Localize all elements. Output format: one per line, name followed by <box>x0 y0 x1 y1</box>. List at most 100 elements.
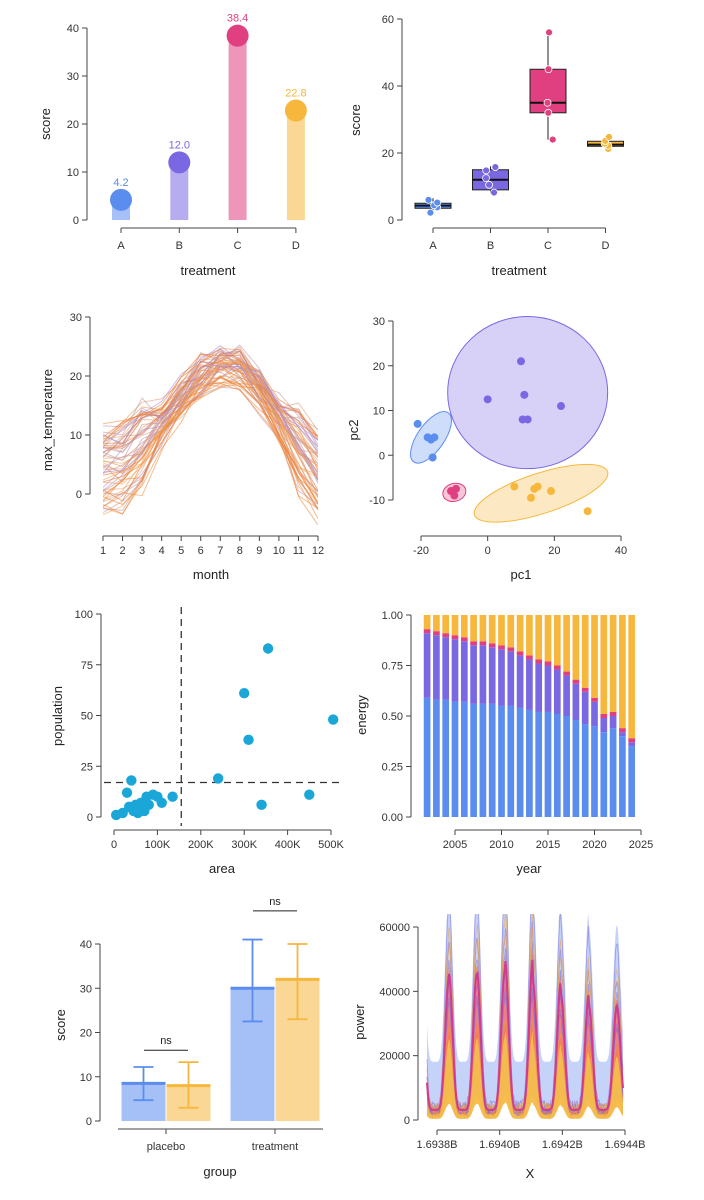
stacked-bar-segment <box>442 637 450 700</box>
lollipop-value-label: 12.0 <box>169 139 190 151</box>
y-axis-title: energy <box>354 695 369 735</box>
y-tick-label: 20 <box>80 1028 92 1040</box>
box-point <box>491 163 500 171</box>
stacked-bar-segment <box>507 647 515 652</box>
x-axis-title: month <box>193 567 229 582</box>
y-tick-label: 30 <box>80 983 92 995</box>
stacked-bar-segment <box>535 615 543 660</box>
ribbon-group <box>426 914 624 1120</box>
stacked-bar-segment <box>516 655 524 708</box>
x-axis: 2005 2010 2015 2020 2025 <box>443 829 653 851</box>
temperature-line <box>103 360 318 454</box>
low-band <box>427 1015 623 1119</box>
box-point <box>433 198 442 207</box>
stacked-bar-segment <box>563 671 570 676</box>
scatter-point <box>262 643 274 654</box>
cluster-ellipse <box>447 316 609 470</box>
stacked-bar-segment <box>619 615 626 729</box>
y-axis-title: population <box>50 686 65 746</box>
stacked-bar-segment <box>423 633 431 698</box>
temperature-line <box>103 350 318 436</box>
stacked-bar-segment <box>451 615 459 636</box>
y-tick-label: 0 <box>73 215 79 227</box>
y-tick-label: 10 <box>373 406 385 418</box>
x-tick-label: 11 <box>293 545 304 557</box>
y-tick-label: 30 <box>70 312 82 324</box>
y-axis-title: max_temperature <box>40 369 55 471</box>
x-tick-label: 2 <box>119 545 125 557</box>
y-tick-label: 10 <box>70 430 82 442</box>
pca-point <box>557 402 565 411</box>
x-tick-label: C <box>234 240 242 252</box>
x-tick-label: B <box>487 240 494 252</box>
stacked-bar-segment <box>451 639 459 702</box>
stacked-bar-segment <box>581 687 589 692</box>
stacked-bar-segment <box>423 697 431 817</box>
scatter-point <box>167 791 178 802</box>
x-axis: 0 100K 200K 300K 400K 500K <box>111 829 345 851</box>
y-axis: 0 10 20 30 40 <box>67 23 88 227</box>
stacked-bar-segment <box>498 645 505 650</box>
lollipop-value-label: 4.2 <box>113 177 128 189</box>
lollipop-point <box>284 99 307 122</box>
x-axis: 1.6938B 1.6940B 1.6942B 1.6944B <box>417 1129 646 1151</box>
y-tick-label: 60000 <box>379 922 410 934</box>
y-tick-label: 20 <box>70 371 82 383</box>
line-series-group <box>103 344 318 526</box>
box-point <box>543 98 552 107</box>
pca-point <box>517 357 525 366</box>
stacked-bar-segment <box>609 716 617 729</box>
y-tick-label: 50 <box>81 711 93 723</box>
stacked-bar-segment <box>470 641 477 646</box>
box-point <box>490 188 498 197</box>
lollipop-bar <box>286 110 305 220</box>
stacked-bar-segment <box>572 720 580 817</box>
stacked-bar-segment <box>470 645 477 704</box>
lollipop-bar <box>170 162 189 220</box>
significance-label: ns <box>160 1035 172 1047</box>
y-tick-label: 60 <box>382 14 394 26</box>
stacked-bar-segment <box>628 738 636 743</box>
x-tick-label: B <box>176 240 183 252</box>
box-point <box>485 180 494 189</box>
lollipop-value-label: 22.8 <box>285 88 306 100</box>
stacked-bar-segment <box>553 665 561 670</box>
stacked-bar-segment <box>553 615 561 666</box>
x-tick-label: 40 <box>615 545 627 557</box>
scatter-point <box>256 799 267 811</box>
stacked-bar-segment <box>553 669 561 714</box>
y-tick-label: -10 <box>369 495 385 507</box>
y-tick-label: 0.50 <box>382 711 403 723</box>
stacked-bar-segment <box>600 732 608 817</box>
stacked-bar-segment <box>609 615 617 712</box>
x-tick-label: A <box>117 240 125 252</box>
pca-point <box>413 419 422 428</box>
x-axis-title: pc1 <box>511 567 532 582</box>
y-tick-label: 20 <box>382 148 394 160</box>
pca-point <box>518 415 527 424</box>
y-tick-label: 25 <box>81 761 93 773</box>
box-point <box>548 135 557 144</box>
stacked-bar-segment <box>433 699 440 817</box>
y-tick-label: 40000 <box>379 986 410 998</box>
x-tick-label: 7 <box>217 545 223 557</box>
y-axis: 0 10 20 30 40 <box>80 939 101 1128</box>
stacked-bar-segment <box>544 711 552 817</box>
stacked-bar-segment <box>479 703 487 817</box>
stacked-bar-segment <box>628 746 636 817</box>
x-tick-label: 9 <box>256 545 262 557</box>
x-tick-label: 200K <box>188 839 214 851</box>
x-tick-label: 20 <box>548 545 560 557</box>
scatter-point <box>126 775 137 786</box>
stacked-bar-segment <box>600 718 608 733</box>
stacked-bar-segment <box>526 659 533 710</box>
y-tick-label: 0 <box>87 812 93 824</box>
box-point <box>544 65 553 74</box>
stacked-bar-segment <box>591 701 598 727</box>
stacked-bar-segment <box>544 615 552 662</box>
y-tick-label: 0 <box>379 450 385 462</box>
x-tick-label: 5 <box>178 545 184 557</box>
x-tick-label: 1.6944B <box>605 1139 646 1151</box>
stacked-bar-segment <box>563 675 570 716</box>
